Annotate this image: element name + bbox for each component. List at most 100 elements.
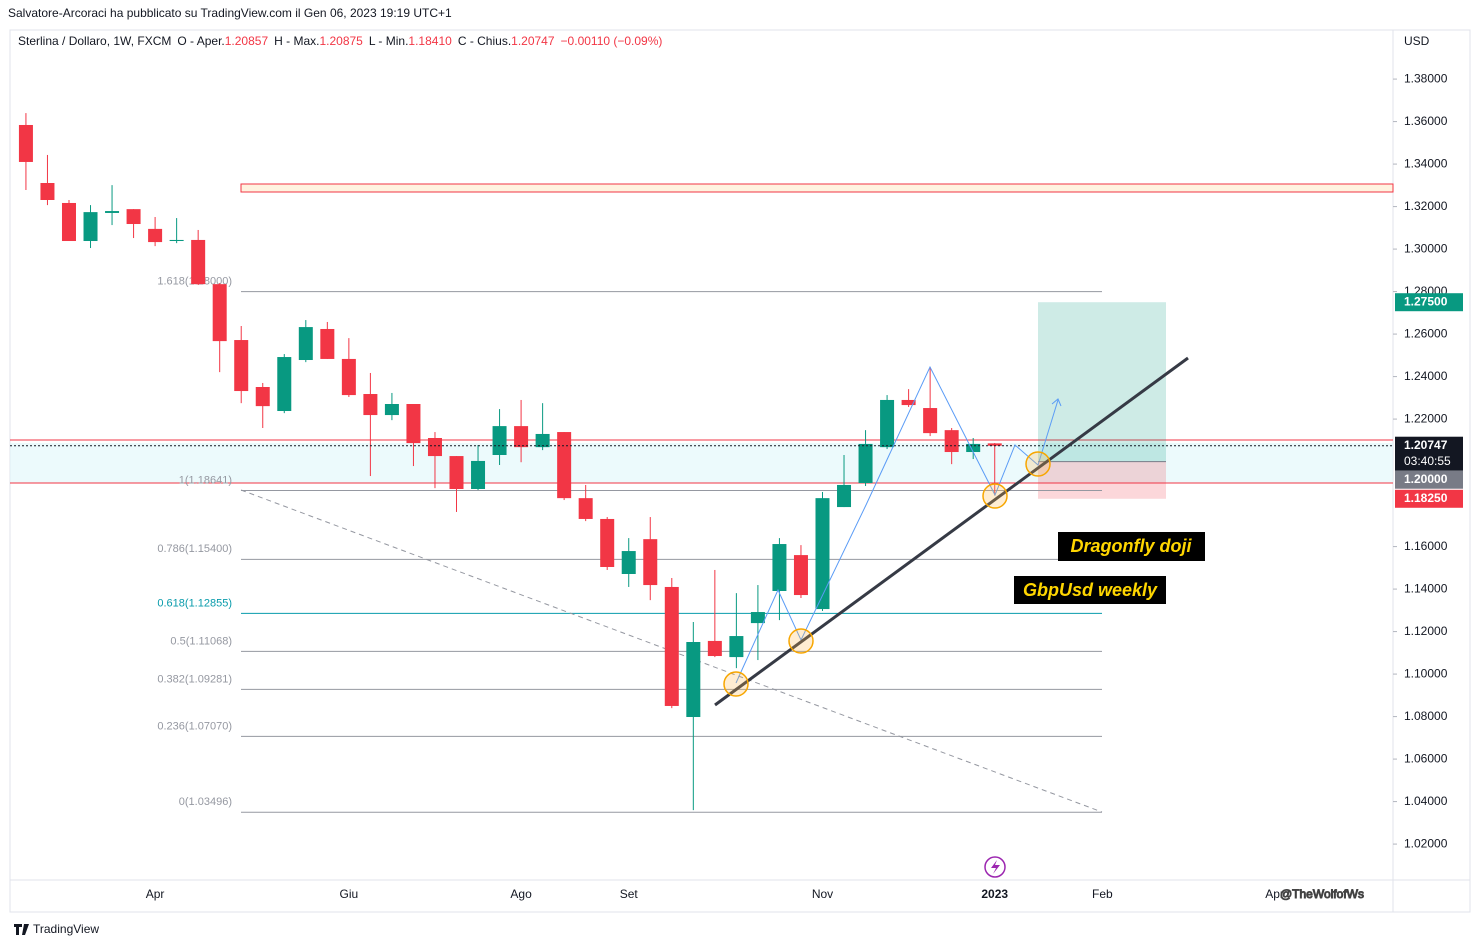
candle-body <box>535 433 550 448</box>
candle-body <box>320 328 335 359</box>
candle-body <box>621 551 636 574</box>
candle-body <box>40 183 55 200</box>
price-label-box <box>1395 470 1463 489</box>
candle-body <box>664 586 679 706</box>
y-tick-label: 1.10000 <box>1404 666 1448 680</box>
candle-body <box>514 426 529 448</box>
candle-body <box>858 443 873 484</box>
candle-body <box>341 358 356 396</box>
candle-body <box>492 426 507 455</box>
fib-label: 0(1.03496) <box>179 796 232 808</box>
y-tick-label: 1.02000 <box>1404 836 1448 850</box>
candle-body <box>643 539 658 586</box>
y-tick-label: 1.22000 <box>1404 411 1448 425</box>
price-label: 1.20000 <box>1404 472 1448 486</box>
candle-body <box>169 239 184 242</box>
target-zone <box>1038 302 1166 462</box>
candle-body <box>427 438 442 457</box>
candle-body <box>191 239 206 285</box>
fib-label: 0.618(1.12855) <box>157 597 232 609</box>
y-tick-label: 1.38000 <box>1404 71 1448 85</box>
y-tick-label: 1.08000 <box>1404 709 1448 723</box>
candle-body <box>772 544 787 591</box>
x-tick-label: Set <box>620 887 639 901</box>
candle-body <box>277 357 292 412</box>
fib-label: 0.786(1.15400) <box>157 543 232 555</box>
candle-body <box>148 228 163 243</box>
support-zone <box>10 443 1393 483</box>
candle-body <box>944 430 959 453</box>
event-icon-bolt <box>991 860 1000 874</box>
candle-body <box>126 209 141 225</box>
candle-body <box>966 443 981 453</box>
candle-body <box>837 484 852 508</box>
candle-body <box>729 636 744 658</box>
candle-body <box>987 443 1002 446</box>
price-label-box <box>1395 436 1463 471</box>
candle-body <box>406 404 421 444</box>
y-tick-label: 1.04000 <box>1404 794 1448 808</box>
brand-logo <box>14 924 29 935</box>
resistance-zone <box>240 183 1394 193</box>
candle-body <box>234 340 249 392</box>
watermark: @TheWolfofWs <box>1280 887 1364 901</box>
candle-body <box>557 432 572 499</box>
stop-zone <box>1038 461 1166 499</box>
x-tick-label: Apr <box>146 887 165 901</box>
currency: USD <box>1404 34 1430 48</box>
projection-arrow <box>1051 398 1062 407</box>
x-tick-label: 2023 <box>981 887 1008 901</box>
annotation-box <box>1058 532 1205 561</box>
price-label: 1.18250 <box>1404 491 1448 505</box>
candle-body <box>298 327 313 361</box>
countdown: 03:40:55 <box>1404 454 1451 468</box>
y-tick-label: 1.16000 <box>1404 539 1448 553</box>
candle-body <box>384 404 399 416</box>
candle-body <box>212 284 227 342</box>
annotation-box <box>1014 576 1166 604</box>
candle-body <box>707 640 722 657</box>
legend: Sterlina / Dollaro, 1W, FXCM O - Aper.1.2… <box>18 34 662 48</box>
candle-body <box>105 211 120 213</box>
price-label-box <box>1395 489 1463 508</box>
trend-line <box>714 356 1189 707</box>
touch-circle <box>723 671 749 697</box>
y-tick-label: 1.36000 <box>1404 114 1448 128</box>
candle-body <box>923 408 938 434</box>
price-label: 1.20747 <box>1404 438 1448 452</box>
price-label: 1.27500 <box>1404 294 1448 308</box>
x-tick-label: Nov <box>812 887 833 901</box>
x-tick-label: Ago <box>510 887 532 901</box>
candle-body <box>578 498 593 519</box>
candle-body <box>61 202 76 242</box>
candle-body <box>793 555 808 596</box>
brand: TradingView <box>33 922 99 936</box>
y-tick-label: 1.14000 <box>1404 581 1448 595</box>
candle-body <box>750 612 765 624</box>
fib-label: 0.382(1.09281) <box>157 673 232 685</box>
fib-label: 0.5(1.11068) <box>170 635 232 647</box>
candle-body <box>815 498 830 610</box>
candle-body <box>18 124 33 162</box>
y-tick-label: 1.26000 <box>1404 326 1448 340</box>
y-tick-label: 1.24000 <box>1404 369 1448 383</box>
y-tick-label: 1.34000 <box>1404 156 1448 170</box>
event-icon[interactable] <box>984 856 1006 878</box>
fib-label: 1(1.18641) <box>179 474 232 486</box>
candle-body <box>471 460 486 489</box>
touch-circle <box>788 628 814 654</box>
x-tick-label: Giu <box>340 887 359 901</box>
price-label-box <box>1395 293 1463 312</box>
annotation: Dragonfly doji <box>1071 536 1193 556</box>
candle-body <box>363 394 378 416</box>
candle-body <box>449 456 464 489</box>
published-note: Salvatore-Arcoraci ha pubblicato su Trad… <box>8 6 452 20</box>
fib-label: 0.236(1.07070) <box>157 720 232 732</box>
touch-circle <box>982 483 1008 509</box>
candle-body <box>83 212 98 242</box>
y-tick-label: 1.32000 <box>1404 199 1448 213</box>
candle-body <box>600 518 615 567</box>
y-tick-label: 1.12000 <box>1404 624 1448 638</box>
annotation: GbpUsd weekly <box>1023 580 1158 600</box>
